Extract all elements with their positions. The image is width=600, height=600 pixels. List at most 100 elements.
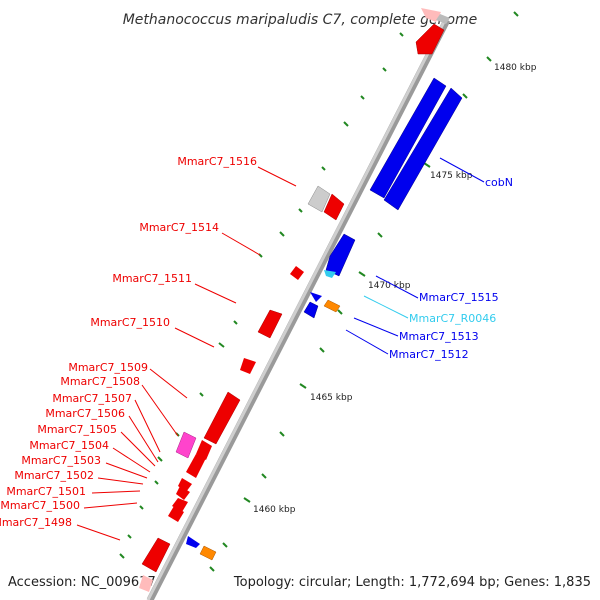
backbone-shadow xyxy=(146,18,451,600)
gene-label-1510: MmarC7_1510 xyxy=(90,316,170,329)
scale-tick xyxy=(486,56,492,62)
gene-top-pale xyxy=(421,8,441,22)
gene-1511 xyxy=(290,266,304,280)
gene-1503 xyxy=(186,454,206,478)
leader-line xyxy=(128,415,159,463)
leader-line xyxy=(97,477,144,485)
gene-label-r0046: MmarC7_R0046 xyxy=(409,312,496,325)
gene-rrna-lower xyxy=(199,545,217,561)
leader-line xyxy=(375,275,419,299)
gene-label-1515: MmarC7_1515 xyxy=(419,291,499,304)
map-title: Methanococcus maripaludis C7, complete g… xyxy=(123,12,478,28)
leader-line xyxy=(363,295,409,319)
gene-1516-pseudo xyxy=(307,185,331,213)
leader-line xyxy=(83,502,138,509)
scale-tick xyxy=(233,320,238,325)
gene-label-1502: MmarC7_1502 xyxy=(14,469,94,482)
gene-label-1508: MmarC7_1508 xyxy=(60,375,140,388)
scale-tick xyxy=(157,456,163,462)
scale-tick xyxy=(298,208,303,213)
gene-1513 xyxy=(310,292,322,302)
gene-1498 xyxy=(141,537,171,573)
leader-line xyxy=(105,462,148,479)
scale-tick xyxy=(279,431,285,437)
gene-r0046 xyxy=(324,270,336,278)
scale-tick xyxy=(299,383,307,389)
gene-label-1504: MmarC7_1504 xyxy=(29,439,109,452)
scale-tick xyxy=(279,231,285,237)
gene-1501 xyxy=(176,486,190,500)
gene-label-cobN: cobN xyxy=(485,176,513,189)
gene-1506-misc xyxy=(175,431,197,459)
topology-text: Topology: circular; Length: 1,772,694 bp… xyxy=(233,575,591,590)
gene-cobN-a xyxy=(369,77,447,199)
scale-tick xyxy=(243,497,251,503)
gene-label-1498: MmarC7_1498 xyxy=(0,516,72,529)
scale-tick xyxy=(218,342,225,348)
gene-label-1511: MmarC7_1511 xyxy=(112,272,192,285)
gene-1500 xyxy=(172,498,188,512)
scale-tick xyxy=(423,162,431,168)
gene-label-1501: MmarC7_1501 xyxy=(6,485,86,498)
leader-line xyxy=(257,166,297,187)
leader-line xyxy=(194,283,237,304)
gene-1505 xyxy=(196,440,212,460)
forward-strand-genes xyxy=(141,185,345,573)
scale-tick xyxy=(209,566,215,572)
leader-line xyxy=(353,317,399,337)
leader-line xyxy=(439,157,485,183)
leader-line xyxy=(91,490,141,494)
scale-tick xyxy=(119,553,125,559)
gene-1509 xyxy=(240,358,256,374)
gene-label-1503: MmarC7_1503 xyxy=(21,454,101,467)
scale-tick xyxy=(321,166,326,171)
gene-label-1500: MmarC7_1500 xyxy=(0,499,80,512)
accession-text: Accession: NC_009637 xyxy=(8,575,156,590)
gene-label-1513: MmarC7_1513 xyxy=(399,330,479,343)
gene-1512 xyxy=(303,301,319,319)
leader-line xyxy=(149,368,188,399)
scale-tick xyxy=(343,121,349,127)
gene-top-partial xyxy=(415,23,445,55)
leader-line xyxy=(345,329,389,355)
kbp-label-1460: 1460 kbp xyxy=(253,505,296,515)
left-leader-lines xyxy=(76,166,297,541)
scale-tick xyxy=(462,93,468,99)
scale-ticks-outer xyxy=(209,11,519,572)
scale-tick xyxy=(154,480,159,485)
leader-line xyxy=(141,384,179,437)
gene-1510 xyxy=(257,309,283,339)
gene-1516 xyxy=(323,193,345,221)
scale-tick xyxy=(382,67,387,72)
scale-tick xyxy=(377,232,383,238)
scale-tick xyxy=(261,473,267,479)
backbone xyxy=(146,19,447,600)
scale-tick xyxy=(513,11,519,17)
gene-label-1516: MmarC7_1516 xyxy=(177,155,257,168)
right-leader-lines xyxy=(345,157,485,355)
scale-tick xyxy=(199,392,204,397)
kbp-label-1480: 1480 kbp xyxy=(494,63,537,73)
reverse-strand-genes xyxy=(186,77,463,548)
gene-bottom-pale xyxy=(139,575,153,592)
gene-label-1512: MmarC7_1512 xyxy=(389,348,469,361)
gene-label-1507: MmarC7_1507 xyxy=(52,392,132,405)
gene-label-1505: MmarC7_1505 xyxy=(37,423,117,436)
leader-line xyxy=(221,232,261,256)
gene-cobN-b xyxy=(383,87,463,211)
gene-1499 xyxy=(168,506,184,522)
scale-tick xyxy=(337,309,343,315)
leader-line xyxy=(112,447,151,473)
kbp-label-1475: 1475 kbp xyxy=(430,171,473,181)
scale-ticks-inner xyxy=(119,32,404,559)
scale-tick xyxy=(360,95,365,100)
kbp-label-1470: 1470 kbp xyxy=(368,281,411,291)
leader-line xyxy=(120,431,156,467)
scale-tick xyxy=(319,347,325,353)
scale-tick xyxy=(139,505,144,510)
gene-top-grey xyxy=(436,14,450,24)
gene-1508 xyxy=(203,391,241,445)
gene-bottom-blue xyxy=(186,536,200,548)
gene-label-1514: MmarC7_1514 xyxy=(139,221,219,234)
